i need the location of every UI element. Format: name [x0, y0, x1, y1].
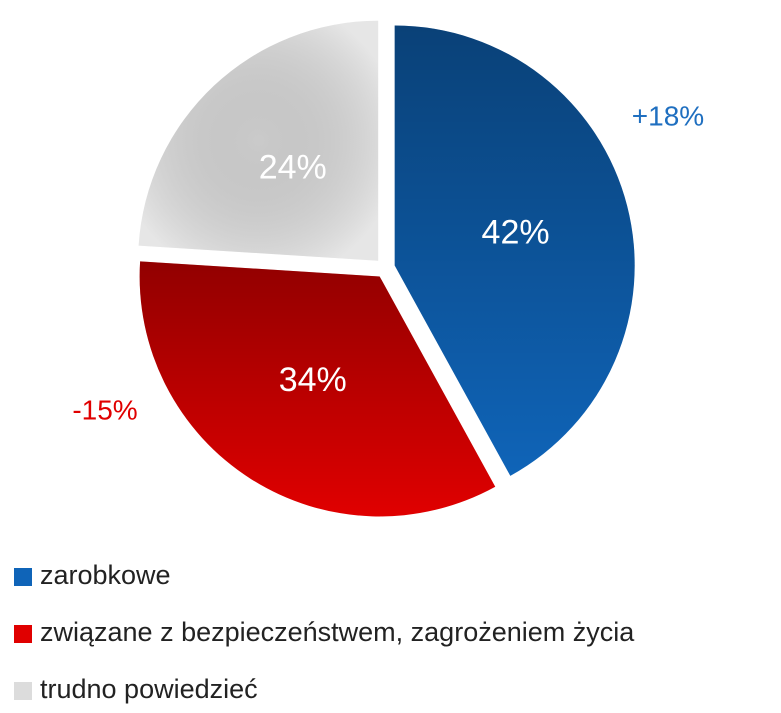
value-label: 34%	[279, 361, 347, 399]
legend-swatch	[14, 682, 32, 700]
legend-label: związane z bezpieczeństwem, zagrożeniem …	[40, 617, 635, 647]
legend-swatch	[14, 625, 32, 643]
legend-label: trudno powiedzieć	[40, 674, 258, 704]
annotation: -15%	[72, 394, 137, 425]
legend-label: zarobkowe	[40, 560, 171, 590]
value-label: 24%	[259, 149, 327, 187]
annotation: +18%	[632, 100, 704, 131]
slice-shade	[138, 20, 379, 261]
slice-shade	[139, 261, 496, 517]
slice-shade	[394, 25, 635, 476]
value-label: 42%	[482, 213, 550, 251]
legend-swatch	[14, 568, 32, 586]
